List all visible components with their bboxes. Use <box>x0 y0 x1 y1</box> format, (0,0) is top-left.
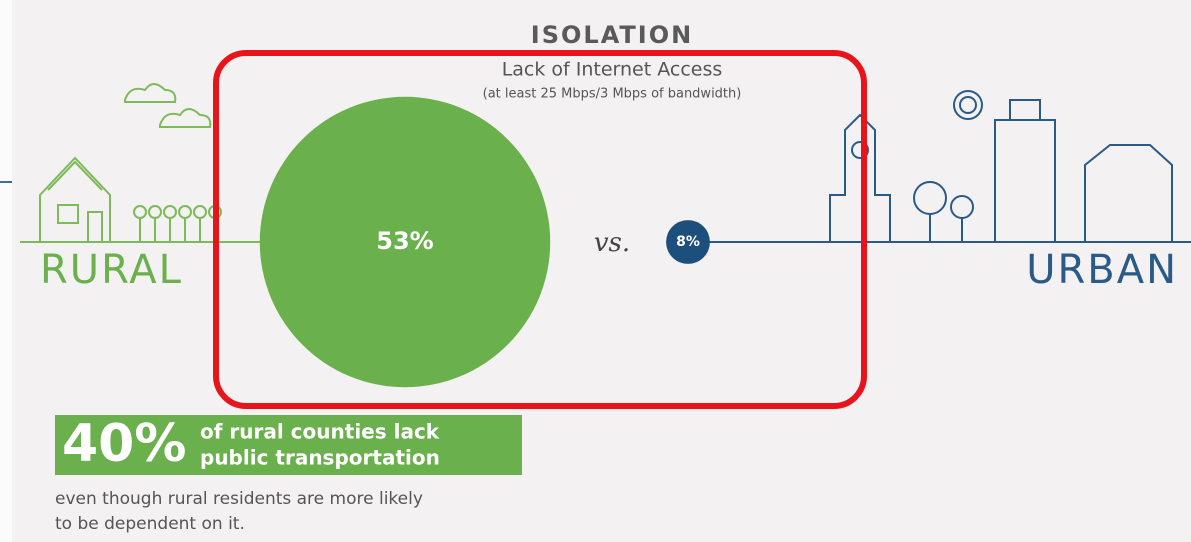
urban-label: URBAN <box>1026 247 1178 293</box>
body-text: even though rural residents are more lik… <box>55 489 423 509</box>
callout-line: public transportation <box>200 446 440 470</box>
callout-figure: 40% <box>62 414 186 474</box>
callout-line: of rural counties lack <box>200 420 440 444</box>
title: ISOLATION <box>531 21 693 49</box>
separator: vs. <box>594 228 630 258</box>
urban-value-label: 8% <box>676 234 700 250</box>
infographic: RURAL URBAN ISOLATION Lack of Internet A… <box>0 0 1191 542</box>
subtitle: Lack of Internet Access <box>502 59 723 81</box>
rural-value-label: 53% <box>376 227 433 255</box>
body-text: to be dependent on it. <box>55 514 245 534</box>
side-panel <box>0 0 12 542</box>
rural-label: RURAL <box>40 247 183 293</box>
page: {"header": {"title": "ISOLATION", "subti… <box>0 0 1191 542</box>
note: (at least 25 Mbps/3 Mbps of bandwidth) <box>483 87 742 102</box>
